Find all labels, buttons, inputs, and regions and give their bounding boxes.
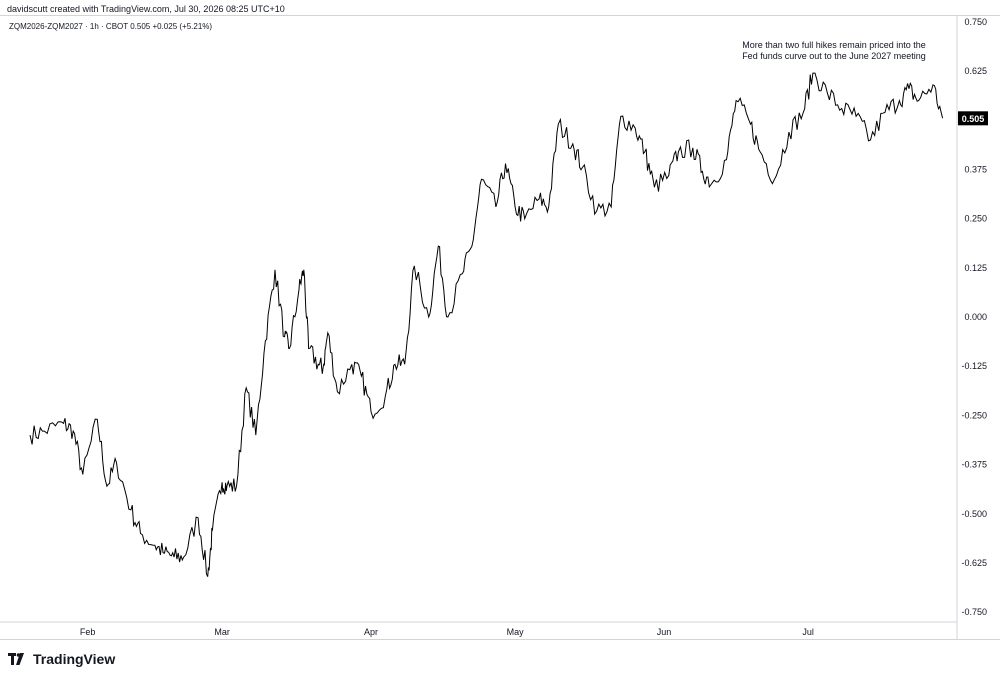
- annotation-line-1: More than two full hikes remain priced i…: [742, 40, 926, 50]
- y-tick-label: -0.375: [961, 460, 987, 470]
- price-series-line: [29, 72, 944, 577]
- x-tick-label: Jul: [802, 627, 814, 637]
- tradingview-logo-icon: [8, 653, 28, 665]
- y-tick-label: 0.125: [964, 263, 987, 273]
- x-tick-label: Feb: [80, 627, 96, 637]
- x-tick-label: Apr: [364, 627, 378, 637]
- last-price-label-bg: [958, 111, 988, 126]
- tradingview-wordmark: TradingView: [33, 651, 116, 667]
- y-tick-label: 0.250: [964, 214, 987, 224]
- y-tick-label: -0.125: [961, 361, 987, 371]
- y-tick-label: 0.625: [964, 66, 987, 76]
- y-tick-label: 0.000: [964, 312, 987, 322]
- y-tick-label: -0.250: [961, 410, 987, 420]
- chart-frame: [0, 15, 1000, 640]
- y-tick-label: 0.375: [964, 164, 987, 174]
- x-tick-label: Mar: [214, 627, 230, 637]
- chart-annotation: More than two full hikes remain priced i…: [724, 40, 944, 62]
- x-tick-label: Jun: [657, 627, 672, 637]
- tradingview-brand[interactable]: TradingView: [8, 651, 115, 667]
- y-tick-label: -0.500: [961, 509, 987, 519]
- annotation-line-2: Fed funds curve out to the June 2027 mee…: [742, 51, 926, 61]
- symbol-legend[interactable]: ZQM2026-ZQM2027 · 1h · CBOT 0.505 +0.025…: [9, 22, 213, 31]
- chart-credit-header: davidscutt created with TradingView.com,…: [7, 4, 285, 14]
- y-tick-label: 0.750: [964, 17, 987, 27]
- y-tick-label: -0.750: [961, 607, 987, 617]
- x-tick-label: May: [507, 627, 525, 637]
- y-tick-label: -0.625: [961, 558, 987, 568]
- last-price-label: 0.505: [962, 114, 985, 124]
